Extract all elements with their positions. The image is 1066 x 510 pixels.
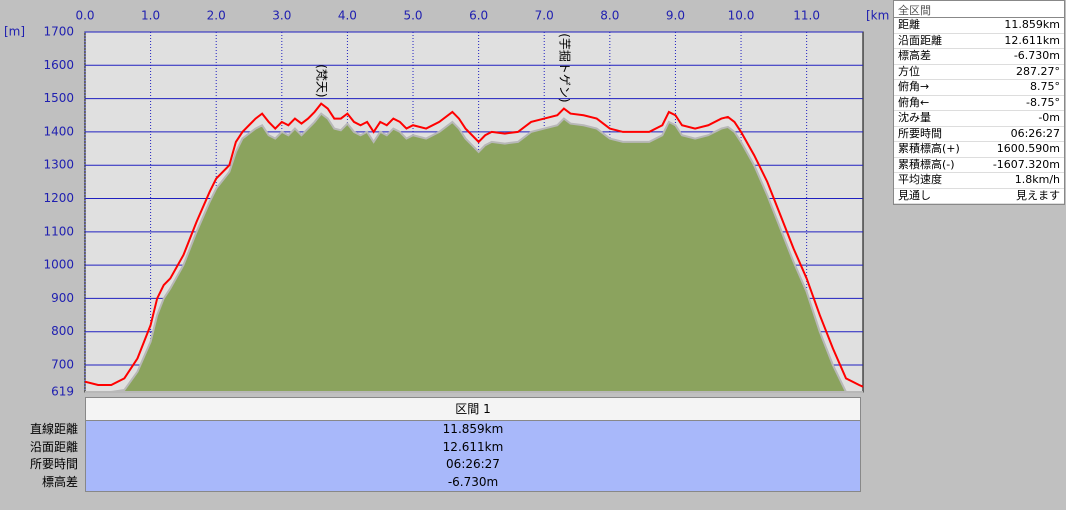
summary-row: 俯角→ 8.75°: [894, 80, 1064, 96]
summary-row: 標高差 -6.730m: [894, 49, 1064, 65]
summary-value: 8.75°: [1030, 80, 1060, 93]
summary-label: 平均速度: [898, 173, 942, 186]
x-tick-label: 7.0: [535, 9, 554, 23]
summary-row: 沈み量 -0m: [894, 111, 1064, 127]
x-tick-label: 1.0: [141, 9, 160, 23]
section-label: 標高差: [41, 474, 78, 489]
summary-value: 287.27°: [1016, 64, 1060, 78]
x-tick-label: 3.0: [272, 9, 291, 23]
summary-row: 沿面距離 12.611km: [894, 33, 1064, 49]
summary-value: -1607.320m: [992, 157, 1060, 171]
section-value: 12.611km: [442, 439, 504, 454]
y-tick-label: 1000: [43, 258, 74, 272]
summary-label: 俯角←: [898, 95, 930, 109]
y-tick-label: 1400: [43, 124, 74, 138]
x-tick-label: 11.0: [793, 9, 820, 23]
annotation: (梵天): [315, 64, 329, 97]
summary-panel: 全区間 距離 11.859km 沿面距離 12.611km 標高差 -6.730m 方位 287…: [893, 0, 1065, 205]
x-tick-label: 2.0: [207, 9, 226, 23]
summary-value: 11.859km: [1004, 18, 1060, 31]
summary-row: 所要時間 06:26:27: [894, 126, 1064, 142]
y-tick-label: 1200: [43, 191, 74, 205]
summary-label: 方位: [898, 64, 920, 78]
y-unit: [m]: [4, 25, 25, 39]
x-tick-label: 4.0: [338, 9, 357, 23]
summary-value: -0m: [1038, 111, 1060, 124]
y-tick-label: 1600: [43, 58, 74, 72]
y-tick-label: 700: [51, 358, 74, 372]
section-value: -6.730m: [447, 474, 499, 489]
summary-value: 見えます: [1016, 188, 1060, 202]
y-tick-label: 900: [51, 291, 74, 305]
summary-label: 所要時間: [898, 126, 942, 140]
summary-label: 標高差: [898, 49, 931, 62]
x-unit: [km]: [866, 9, 890, 23]
summary-row: 累積標高(+) 1600.590m: [894, 142, 1064, 158]
x-tick-label: 5.0: [403, 9, 422, 23]
summary-title: 全区間: [894, 1, 1064, 18]
section-label: 直線距離: [29, 422, 78, 436]
summary-label: 見通し: [898, 188, 931, 202]
summary-row: 平均速度 1.8km/h: [894, 173, 1064, 189]
section-table: 区間 1 11.859km 12.611km 06:26:27 -6.730m: [85, 397, 861, 492]
summary-row: 見通し 見えます: [894, 188, 1064, 204]
section-value: 06:26:27: [446, 457, 500, 471]
summary-label: 累積標高(+): [898, 142, 960, 155]
section-labels: 直線距離沿面距離所要時間標高差: [0, 421, 78, 491]
summary-label: 俯角→: [898, 80, 930, 93]
summary-label: 累積標高(-): [898, 157, 955, 171]
summary-row: 累積標高(-) -1607.320m: [894, 157, 1064, 173]
terrain-area: [85, 112, 863, 393]
summary-row: 方位 287.27°: [894, 64, 1064, 80]
y-tick-label: 800: [51, 324, 74, 338]
section-label: 沿面距離: [29, 439, 78, 454]
y-tick-label: 1500: [43, 91, 74, 105]
summary-label: 沿面距離: [898, 33, 942, 47]
x-tick-label: 0.0: [75, 9, 94, 23]
route-line: [84, 102, 864, 388]
summary-value: 1600.590m: [996, 142, 1060, 155]
summary-value: 1.8km/h: [1014, 173, 1060, 186]
chart: [m] [km] 619 700 800 900 1000 1100 1200 1300 1400 1…: [4, 9, 890, 397]
y-tick-label: 1100: [43, 224, 74, 238]
section-label: 所要時間: [29, 457, 78, 471]
y-tick-label: 1700: [43, 25, 74, 39]
annotation: (芋掘トゲン): [557, 33, 572, 102]
x-tick-label: 9.0: [666, 9, 685, 23]
x-tick-label: 10.0: [728, 9, 755, 23]
section-body: 11.859km 12.611km 06:26:27 -6.730m: [85, 421, 861, 492]
x-tick-label: 8.0: [600, 9, 619, 23]
summary-label: 沈み量: [898, 111, 931, 124]
section-header: 区間 1: [85, 397, 861, 421]
section-value: 11.859km: [442, 422, 504, 436]
summary-value: -8.75°: [1026, 95, 1060, 109]
y-tick-label: 619: [51, 385, 74, 397]
summary-value: 12.611km: [1004, 33, 1060, 47]
y-tick-label: 1300: [43, 158, 74, 172]
summary-value: -6.730m: [1013, 49, 1060, 62]
summary-value: 06:26:27: [1010, 126, 1060, 140]
summary-row: 距離 11.859km: [894, 18, 1064, 34]
summary-row: 俯角← -8.75°: [894, 95, 1064, 111]
summary-label: 距離: [898, 18, 920, 31]
x-tick-label: 6.0: [469, 9, 488, 23]
